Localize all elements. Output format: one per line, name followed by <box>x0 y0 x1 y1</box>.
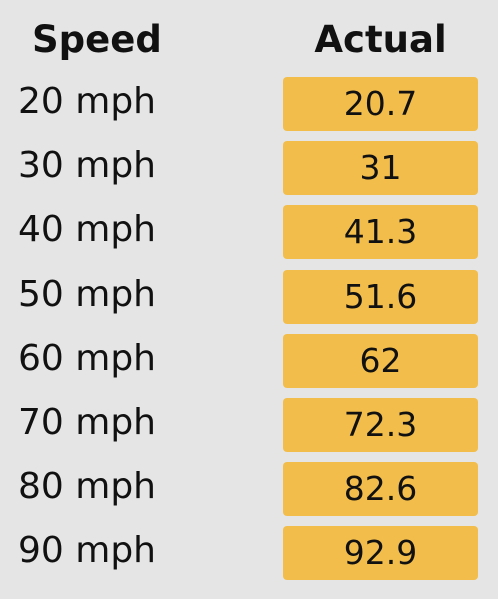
speed-label: 50 mph <box>18 273 156 315</box>
actual-value: 20.7 <box>283 77 478 131</box>
actual-value: 72.3 <box>283 398 478 452</box>
speed-label: 30 mph <box>18 145 156 187</box>
actual-value: 82.6 <box>283 462 478 517</box>
actual-value: 31 <box>283 141 478 196</box>
speed-label: 40 mph <box>18 209 156 251</box>
speed-label: 60 mph <box>18 337 156 379</box>
header-speed: Speed <box>32 18 162 61</box>
actual-value: 62 <box>283 333 478 388</box>
header-actual: Actual <box>314 18 447 61</box>
speed-label: 90 mph <box>18 530 156 572</box>
actual-value: 92.9 <box>283 526 478 581</box>
speed-label: 20 mph <box>18 81 156 122</box>
actual-value: 51.6 <box>283 269 478 324</box>
speed-label: 80 mph <box>18 466 156 508</box>
speed-label: 70 mph <box>18 402 156 443</box>
actual-value: 41.3 <box>283 205 478 260</box>
